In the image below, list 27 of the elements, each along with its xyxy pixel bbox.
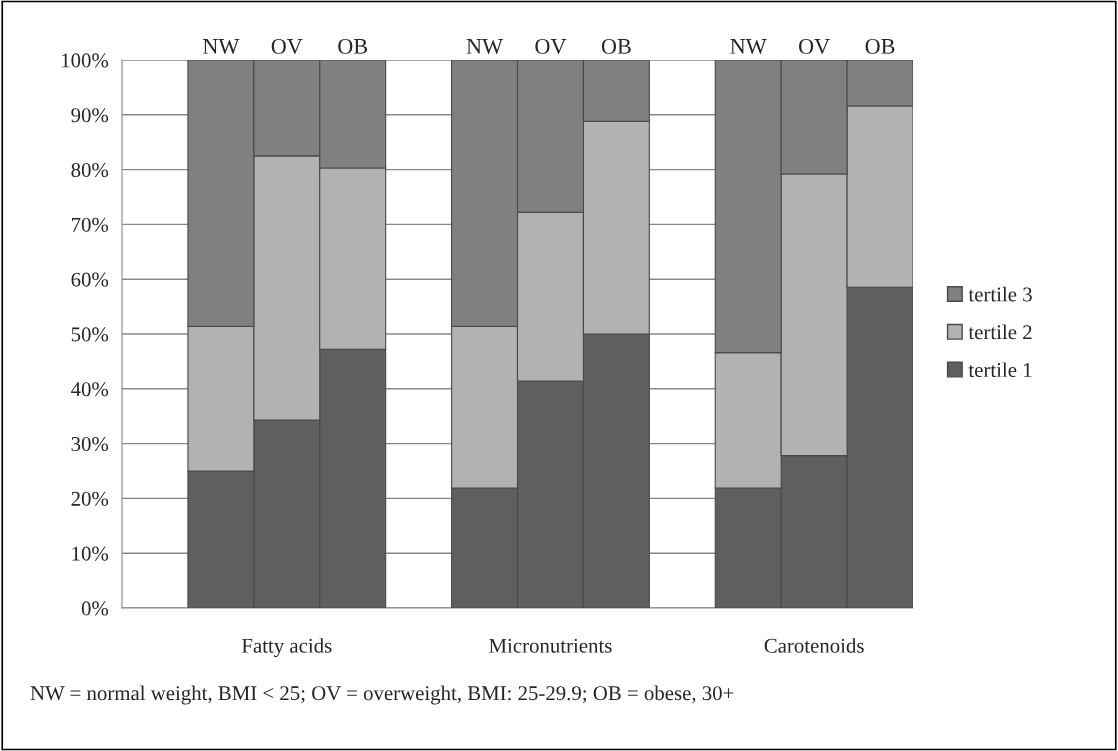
text: NW = normal weight, BMI < 25; OV = overweight, BMI: 25-29.9; OB = obese, 30+ xyxy=(30,685,734,705)
x-tick-label: OB xyxy=(601,38,631,54)
y-tick-label: 10% xyxy=(72,546,109,561)
y-tick-label: 20% xyxy=(71,491,109,506)
x-tick-label: OV xyxy=(271,38,303,54)
text: Carotenoids xyxy=(764,638,864,653)
text: Micronutrients xyxy=(489,638,612,653)
legend-label: tertile 3 xyxy=(968,286,1032,302)
y-tick-label: 60% xyxy=(71,272,109,287)
x-tick-label: OB xyxy=(865,38,895,54)
y-tick-label: 40% xyxy=(71,382,109,397)
y-tick-label: 70% xyxy=(71,217,109,232)
legend-label: tertile 2 xyxy=(968,324,1032,340)
y-tick-label: 50% xyxy=(71,327,109,342)
legend-label: tertile 1 xyxy=(968,362,1032,378)
y-tick-label: 0% xyxy=(81,601,109,616)
x-tick-label: OB xyxy=(338,38,368,54)
y-tick-label: 90% xyxy=(71,108,109,123)
y-tick-label: 80% xyxy=(71,162,109,178)
x-tick-label: NW xyxy=(466,39,504,54)
y-tick-label: 100% xyxy=(62,53,109,68)
x-tick-label: NW xyxy=(730,39,767,54)
x-tick-label: NW xyxy=(203,39,240,54)
x-tick-label: OV xyxy=(798,38,830,54)
y-tick-label: 30% xyxy=(71,436,109,452)
x-tick-label: OV xyxy=(535,38,567,54)
text: Fatty acids xyxy=(241,638,332,658)
